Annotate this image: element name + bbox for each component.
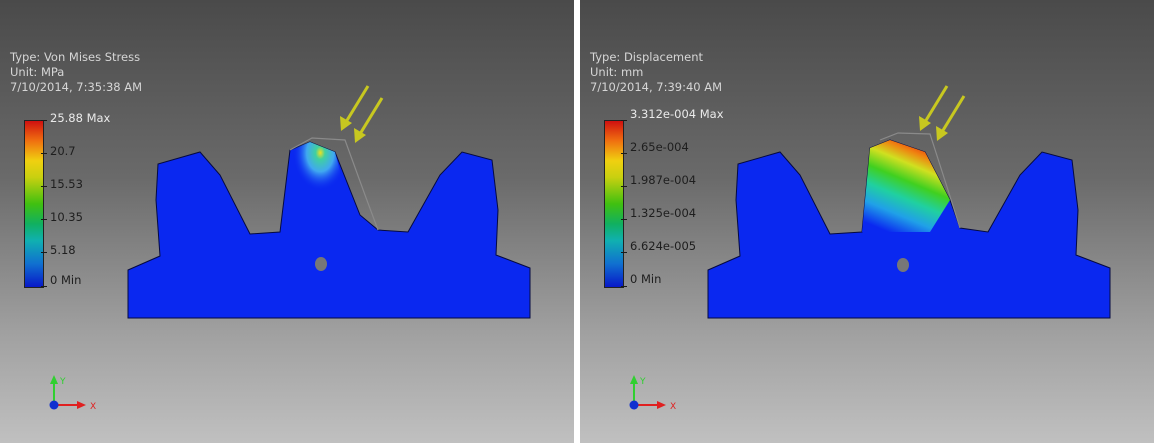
axis-y-label: Y	[59, 377, 66, 387]
origin-triad-icon: Y X	[49, 375, 96, 412]
axis-x-label: X	[90, 402, 96, 412]
result-type: Type: Von Mises Stress	[10, 50, 141, 64]
legend-value: 1.987e-004	[630, 173, 697, 187]
result-unit: Unit: mm	[590, 65, 644, 79]
legend-max: 3.312e-004 Max	[630, 107, 724, 121]
legend-value: 5.18	[50, 243, 76, 257]
legend-value: 6.624e-005	[630, 239, 697, 253]
result-type: Type: Displacement	[590, 50, 704, 64]
legend-value: 2.65e-004	[630, 140, 689, 154]
load-arrow-icon	[340, 85, 384, 143]
gear-hole	[897, 258, 909, 272]
displacement-gear-model[interactable]	[580, 0, 1154, 443]
panel-divider	[574, 0, 580, 443]
legend-value: 10.35	[50, 210, 83, 224]
legend-max: 25.88 Max	[50, 111, 111, 125]
color-scale-bar	[24, 120, 44, 288]
undeformed-tooth-outline	[879, 132, 961, 229]
load-arrow-icon	[919, 85, 966, 141]
result-timestamp: 7/10/2014, 7:39:40 AM	[590, 80, 723, 94]
legend-value: 20.7	[50, 144, 76, 158]
legend-value: 1.325e-004	[630, 206, 697, 220]
result-info: Type: Displacement Unit: mm 7/10/2014, 7…	[590, 50, 722, 95]
stress-hotspot	[280, 142, 345, 232]
axis-y-label: Y	[639, 377, 646, 387]
stress-gear-model[interactable]	[0, 0, 574, 443]
legend-min: 0 Min	[630, 272, 662, 286]
legend-value: 15.53	[50, 177, 83, 191]
undeformed-tooth-outline	[289, 137, 379, 231]
displacement-gradient-tooth	[862, 140, 950, 232]
displacement-result-view[interactable]: Type: Displacement Unit: mm 7/10/2014, 7…	[580, 0, 1154, 443]
axis-x-label: X	[670, 402, 676, 412]
origin-triad-icon: Y X	[629, 375, 676, 412]
result-timestamp: 7/10/2014, 7:35:38 AM	[10, 80, 143, 94]
legend-min: 0 Min	[50, 273, 82, 287]
result-info: Type: Von Mises Stress Unit: MPa 7/10/20…	[10, 50, 142, 95]
stress-result-view[interactable]: Type: Von Mises Stress Unit: MPa 7/10/20…	[0, 0, 574, 443]
result-unit: Unit: MPa	[10, 65, 65, 79]
color-scale-bar	[604, 120, 624, 288]
gear-hole	[315, 257, 327, 271]
